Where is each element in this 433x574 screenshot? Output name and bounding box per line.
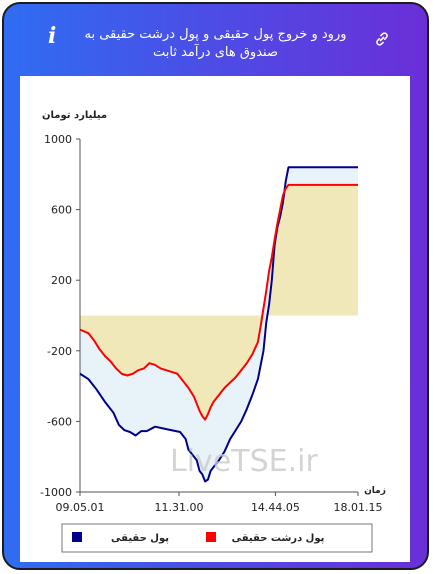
widget-header: i ورود و خروج پول حقیقی و پول درشت حقیقی… [4,4,427,76]
y-tick-label: -200 [47,345,72,358]
y-tick-label: 1000 [44,133,72,146]
chart-panel: میلیارد تومان 1000 600 200 -200 -600 -1000 09… [20,76,410,562]
widget-card: i ورود و خروج پول حقیقی و پول درشت حقیقی… [2,2,429,570]
x-tick-label: 18.01.15 [334,501,383,514]
x-tick-label: 09.05.01 [56,501,105,514]
y-tick-label: -1000 [40,486,72,499]
x-axis-title: زمان [364,486,386,496]
legend-swatch [72,532,82,542]
y-tick-label: -600 [47,415,72,428]
chart-legend: پول حقیقی پول درشت حقیقی [61,523,373,553]
between-series-fill [80,167,358,482]
info-icon[interactable]: i [48,23,57,49]
chart-title: ورود و خروج پول حقیقی و پول درشت حقیقی ب… [84,27,347,60]
link-icon[interactable] [374,31,390,47]
x-tick-label: 14.44.05 [251,501,300,514]
legend-swatch [206,532,216,542]
legend-label: پول حقیقی [111,533,169,544]
legend-label: پول درشت حقیقی [232,533,325,544]
x-tick-label: 11.31.00 [154,501,203,514]
line-chart: میلیارد تومان 1000 600 200 -200 -600 -1000 09… [40,110,386,553]
y-axis-title: میلیارد تومان [42,110,107,121]
watermark-text: LiveTSE.ir [170,444,318,479]
series-line-big-real-money [79,183,358,421]
y-tick-label: 600 [51,204,72,217]
zero-band-fill [80,184,358,420]
y-tick-label: 200 [51,274,72,287]
